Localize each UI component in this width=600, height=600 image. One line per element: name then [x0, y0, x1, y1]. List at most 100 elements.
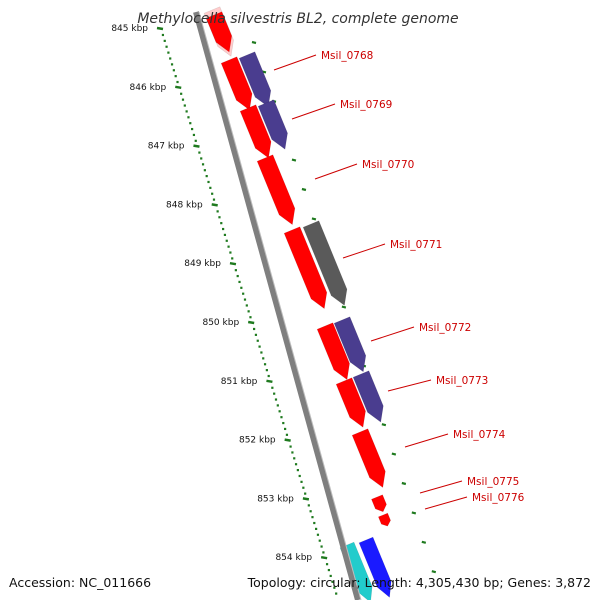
minor-tick — [300, 480, 303, 483]
minor-tick — [329, 574, 332, 578]
gene-arrow-msil-0768[interactable] — [220, 56, 253, 111]
minor-tick — [291, 451, 294, 454]
minor-tick — [194, 139, 197, 142]
minor-tick — [278, 410, 281, 413]
minor-tick — [234, 269, 237, 272]
minor-tick — [205, 175, 208, 178]
gene-label-msil-0772[interactable]: Msil_0772 — [419, 322, 471, 334]
major-tick — [156, 26, 164, 31]
minor-tick — [165, 45, 168, 48]
gene-label-msil-0776[interactable]: Msil_0776 — [472, 492, 525, 504]
gene-label-msil-0775[interactable]: Msil_0775 — [467, 476, 519, 488]
gene-arrow-msil-0773-inner[interactable] — [335, 377, 366, 428]
minor-tick — [180, 92, 183, 95]
minor-tick — [304, 492, 307, 495]
minor-tick — [236, 274, 239, 278]
minor-tick — [296, 469, 299, 472]
tick-label: 846 kbp — [130, 83, 167, 93]
minor-tick — [207, 180, 210, 184]
minor-tick — [209, 186, 212, 189]
minor-tick — [265, 369, 268, 372]
strip-tick — [431, 570, 437, 574]
minor-tick — [240, 286, 243, 289]
minor-tick — [311, 516, 314, 519]
tick-label: 851 kbp — [221, 377, 258, 387]
minor-tick — [249, 316, 252, 319]
minor-tick — [176, 80, 179, 84]
gene-label-msil-0773[interactable]: Msil_0773 — [436, 375, 488, 387]
minor-tick — [298, 474, 301, 478]
label-leader-line — [387, 379, 432, 392]
minor-tick — [289, 445, 292, 448]
tick-label: 854 kbp — [275, 553, 312, 563]
minor-tick — [302, 486, 305, 489]
major-tick — [193, 144, 200, 148]
minor-tick — [333, 586, 336, 589]
minor-tick — [253, 327, 256, 331]
minor-tick — [315, 527, 318, 530]
minor-tick — [222, 227, 225, 231]
strip-tick — [311, 217, 317, 221]
label-leader-line — [419, 480, 463, 494]
minor-tick — [211, 192, 214, 195]
minor-tick — [229, 251, 232, 254]
label-leader-line — [370, 326, 415, 342]
major-tick — [247, 320, 255, 325]
label-leader-line — [342, 243, 386, 259]
major-tick — [211, 203, 218, 207]
gene-label-msil-0768[interactable]: Msil_0768 — [321, 50, 373, 62]
gene-arrow-msil-0769[interactable] — [257, 99, 288, 150]
gene-arrow-msil-0767[interactable] — [205, 11, 233, 53]
minor-tick — [227, 245, 230, 248]
minor-tick — [325, 563, 329, 566]
label-leader-line — [404, 433, 449, 448]
major-tick — [320, 555, 328, 560]
tick-label: 848 kbp — [166, 200, 203, 210]
strip-tick — [391, 452, 397, 456]
gene-arrow-msil-0775[interactable] — [371, 494, 387, 513]
minor-tick — [263, 363, 267, 366]
minor-tick — [212, 198, 216, 201]
gene-label-msil-0774[interactable]: Msil_0774 — [453, 429, 506, 441]
gene-arrow-msil-0774[interactable] — [351, 428, 386, 489]
gene-arrow-msil-0771[interactable] — [302, 220, 348, 306]
minor-tick — [262, 357, 265, 360]
minor-tick — [181, 98, 185, 101]
gene-arrow-msil-0772[interactable] — [316, 322, 350, 381]
gene-arrow-blue[interactable] — [358, 536, 392, 598]
minor-tick — [201, 163, 205, 166]
gene-labels: Msil_0768 Msil_0769 Msil_0770 Msil_0771 Msil… — [273, 50, 525, 510]
minor-tick — [218, 216, 221, 219]
minor-tick — [313, 521, 316, 525]
label-leader-line — [291, 103, 336, 120]
gene-arrow-msil-0770[interactable] — [256, 154, 296, 226]
gene-label-msil-0769[interactable]: Msil_0769 — [340, 99, 392, 111]
minor-tick — [203, 169, 206, 172]
tick-label: 845 kbp — [111, 24, 148, 34]
minor-tick — [331, 580, 334, 583]
gene-arrow-msil-0776[interactable] — [377, 512, 391, 527]
gene-label-msil-0770[interactable]: Msil_0770 — [362, 159, 414, 171]
gene-label-msil-0771[interactable]: Msil_0771 — [390, 239, 442, 251]
backbone-line — [193, 11, 361, 600]
minor-tick — [335, 592, 338, 595]
minor-tick — [320, 545, 323, 548]
gene-arrow-msil-0768-outer[interactable] — [238, 51, 272, 108]
strip-tick — [401, 481, 407, 486]
tick-label: 850 kbp — [202, 318, 239, 328]
tick-label: 853 kbp — [257, 494, 294, 504]
minor-tick — [225, 239, 228, 242]
gene-arrow-msil-0773[interactable] — [352, 370, 384, 423]
minor-tick — [231, 257, 234, 260]
minor-tick — [169, 57, 172, 60]
strip-tick — [421, 540, 427, 544]
minor-tick — [280, 416, 283, 419]
strip-tick — [411, 511, 417, 515]
gene-arrow-msil-0769-inner[interactable] — [239, 104, 272, 159]
strip-tick — [301, 187, 307, 192]
minor-tick — [273, 392, 276, 395]
gene-arrow-msil-0771-inner[interactable] — [283, 226, 328, 310]
minor-tick — [293, 457, 296, 460]
minor-tick — [274, 398, 278, 401]
gene-arrow-msil-0772-outer[interactable] — [333, 316, 367, 373]
